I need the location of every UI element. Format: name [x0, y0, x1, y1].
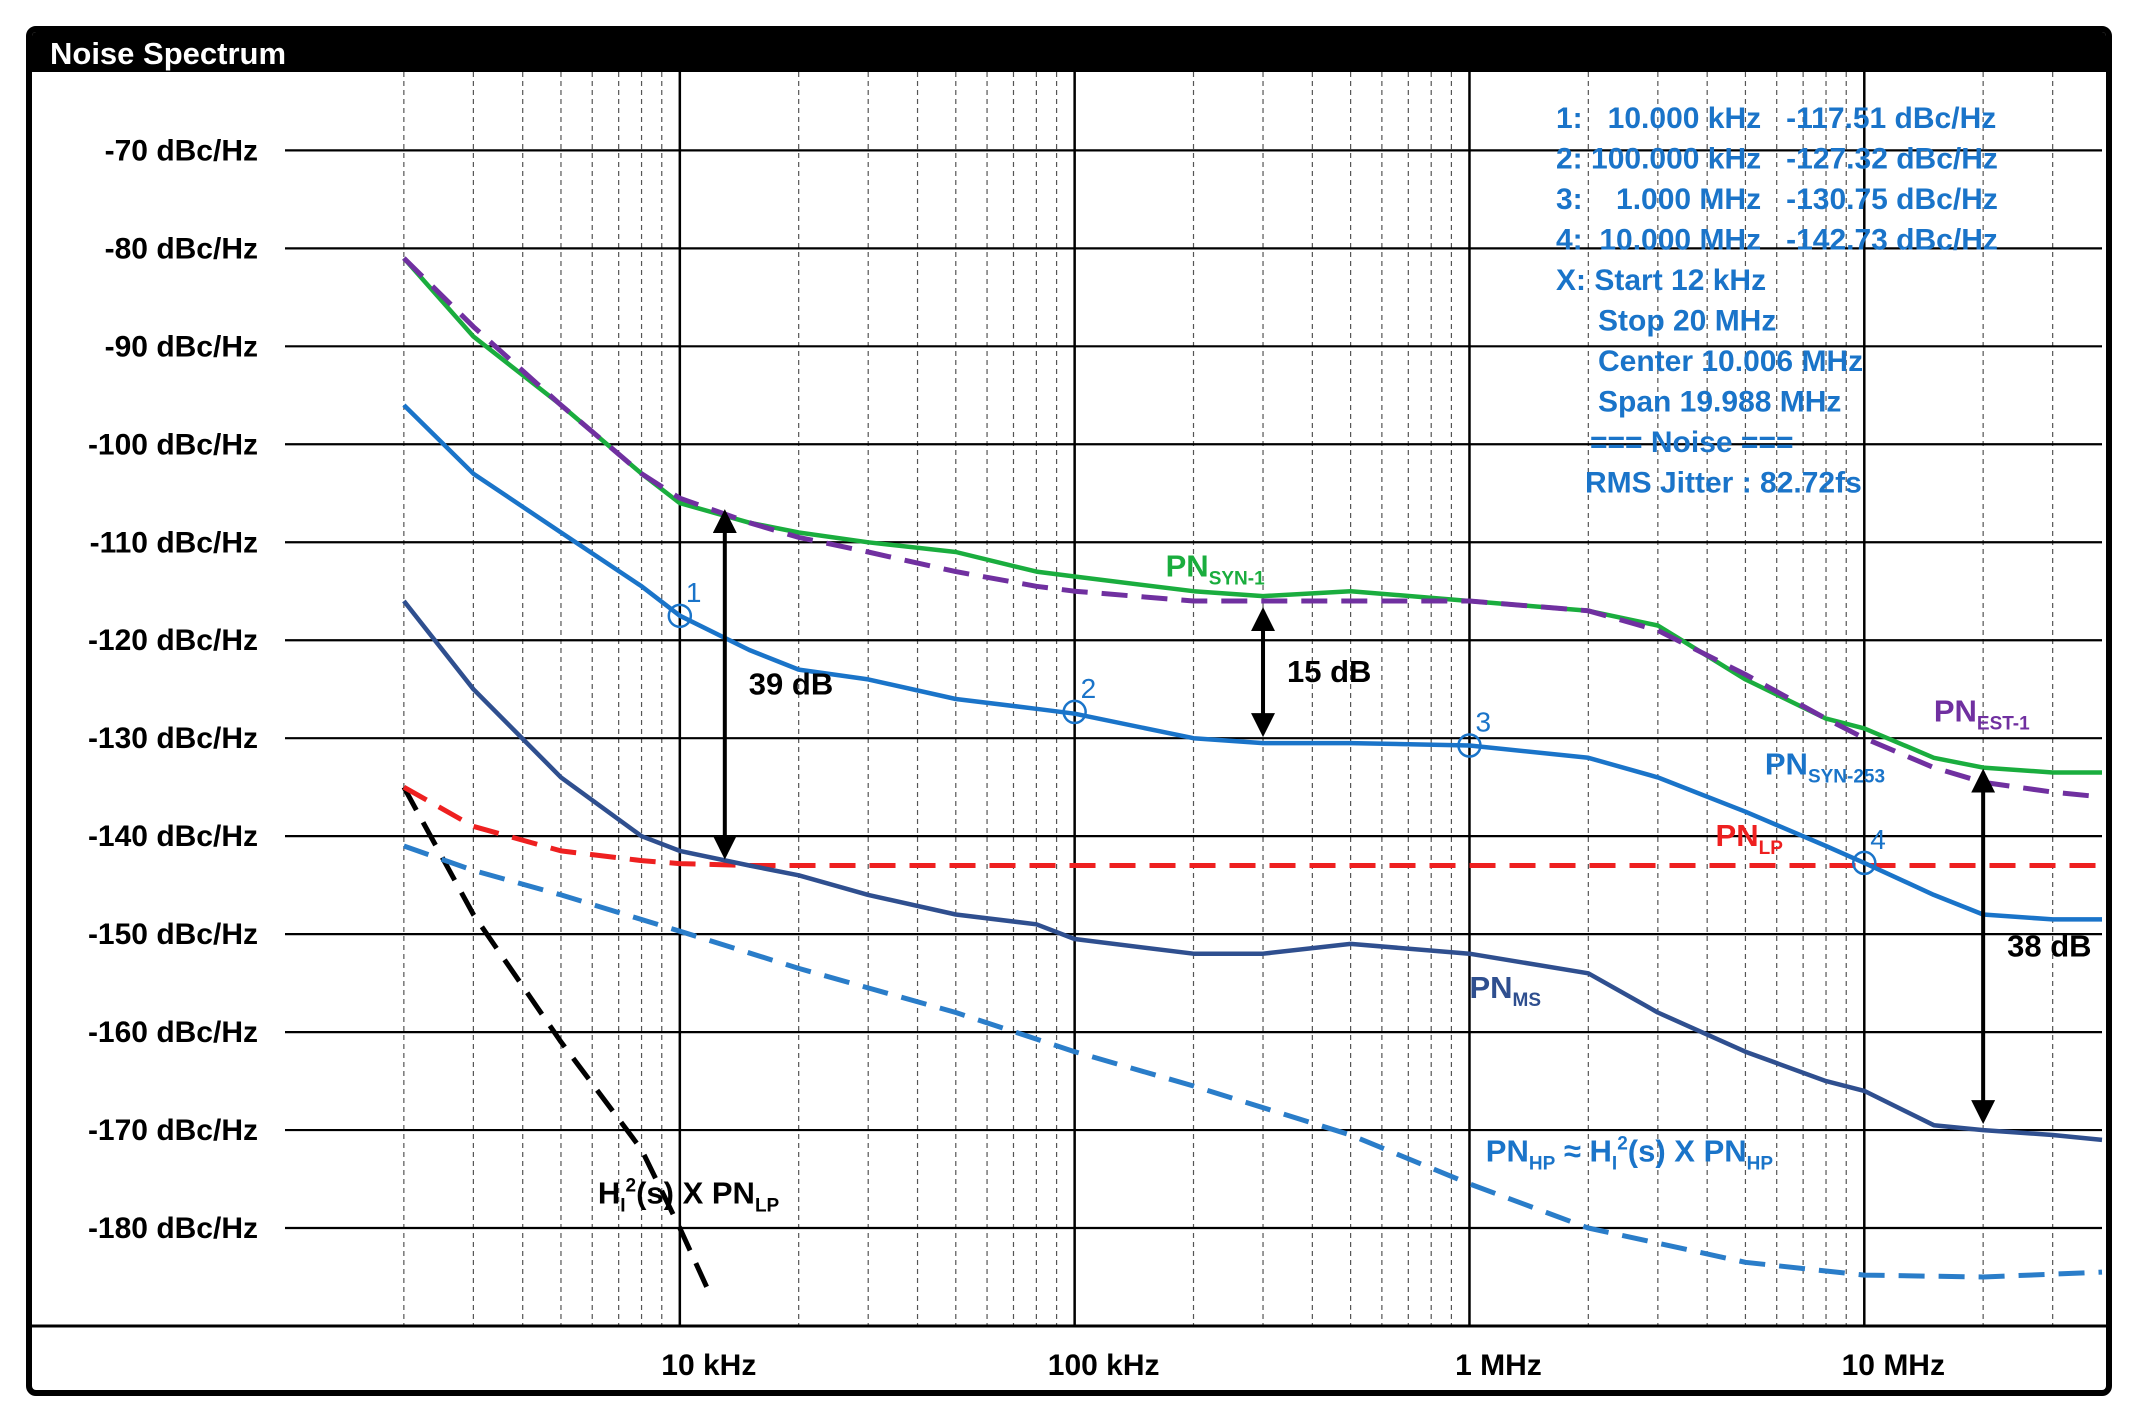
curve-label-lp: PNLP	[1716, 818, 1784, 859]
y-tick-label: -150 dBc/Hz	[88, 918, 258, 951]
grid	[285, 72, 2102, 1326]
curve-label-syn253: PNSYN-253	[1765, 746, 1885, 787]
marker-1-point	[667, 603, 693, 629]
series-line-syn253	[402, 403, 2102, 922]
readout-line: 4: 10.000 MHz -142.73 dBc/Hz	[1556, 224, 1998, 257]
difference-arrows: 39 dB 15 dB 38 dB	[712, 509, 2092, 1125]
series-line-hi	[401, 786, 714, 1298]
curve-label-hp: PNHP ≈ HI2(s) X PNHP	[1486, 1133, 1774, 1174]
readout-line: 2: 100.000 kHz -127.32 dBc/Hz	[1556, 143, 1998, 176]
y-tick-label: -90 dBc/Hz	[105, 330, 258, 363]
readout-line: Center 10.006 MHz	[1598, 345, 1863, 378]
marker-2-point	[1062, 699, 1087, 725]
arrow-label: 15 dB	[1287, 654, 1371, 689]
series-line-est1	[402, 256, 2103, 800]
y-tick-label: -70 dBc/Hz	[105, 134, 258, 167]
readout-line: Span 19.988 MHz	[1598, 386, 1841, 419]
marker-2-label: 2	[1081, 673, 1097, 704]
series-line-lp	[402, 785, 2102, 868]
y-tick-label: -140 dBc/Hz	[88, 820, 258, 853]
title-bar: Noise Spectrum	[32, 32, 2106, 72]
noise-spectrum-window: Noise Spectrum -70 dBc/Hz -80 dBc/Hz -90 d…	[26, 26, 2112, 1396]
axes: -70 dBc/Hz -80 dBc/Hz -90 dBc/Hz -100 dBc/H…	[32, 134, 2106, 1382]
series-line-ms	[402, 599, 2103, 1143]
phase-noise-chart: -70 dBc/Hz -80 dBc/Hz -90 dBc/Hz -100 dBc/H…	[32, 72, 2106, 1382]
marker-3-point	[1457, 733, 1482, 758]
arrow-label: 38 dB	[2007, 928, 2091, 963]
y-tick-label: -130 dBc/Hz	[88, 722, 258, 755]
y-tick-label: -180 dBc/Hz	[88, 1212, 258, 1245]
series-line-hp	[403, 843, 2103, 1280]
marker-4-point	[1852, 850, 1877, 876]
readout-line: RMS Jitter : 82.72fs	[1585, 467, 1862, 500]
series-line-syn1	[402, 256, 2102, 775]
x-tick-label: 100 kHz	[1048, 1349, 1160, 1382]
marker-points: 1 2 3 4	[667, 577, 1886, 876]
curve-labels: PNSYN-1 PNEST-1 PNSYN-253 PNLP PNMS PNHP ≈ HI…	[598, 549, 2030, 1217]
y-tick-label: -110 dBc/Hz	[90, 526, 258, 559]
x-tick-label: 1 MHz	[1455, 1349, 1542, 1382]
window-title: Noise Spectrum	[50, 36, 287, 71]
marker-readout: 1: 10.000 kHz -117.51 dBc/Hz 2: 100.000 k…	[1556, 102, 1998, 500]
curve-label-ms: PNMS	[1469, 970, 1541, 1011]
y-tick-label: -170 dBc/Hz	[88, 1114, 258, 1147]
y-tick-label: -120 dBc/Hz	[88, 624, 258, 657]
readout-line: Stop 20 MHz	[1598, 305, 1776, 338]
readout-line: X: Start 12 kHz	[1556, 264, 1766, 297]
readout-line: === Noise ===	[1590, 426, 1793, 459]
marker-4-label: 4	[1870, 824, 1886, 855]
marker-3-label: 3	[1475, 707, 1491, 738]
curve-label-hi: HI2(s) X PNLP	[598, 1176, 780, 1217]
readout-line: 3: 1.000 MHz -130.75 dBc/Hz	[1556, 183, 1998, 216]
curve-label-syn1: PNSYN-1	[1166, 549, 1265, 590]
curve-label-est1: PNEST-1	[1934, 694, 2030, 735]
x-tick-label: 10 kHz	[661, 1349, 756, 1382]
series-lines	[401, 256, 2103, 1298]
y-tick-label: -80 dBc/Hz	[105, 232, 258, 265]
x-tick-label: 10 MHz	[1842, 1349, 1945, 1382]
y-tick-label: -100 dBc/Hz	[88, 428, 258, 461]
marker-1-label: 1	[686, 577, 702, 608]
y-tick-label: -160 dBc/Hz	[88, 1016, 258, 1049]
arrow-label: 39 dB	[749, 666, 833, 701]
readout-line: 1: 10.000 kHz -117.51 dBc/Hz	[1556, 102, 1996, 135]
